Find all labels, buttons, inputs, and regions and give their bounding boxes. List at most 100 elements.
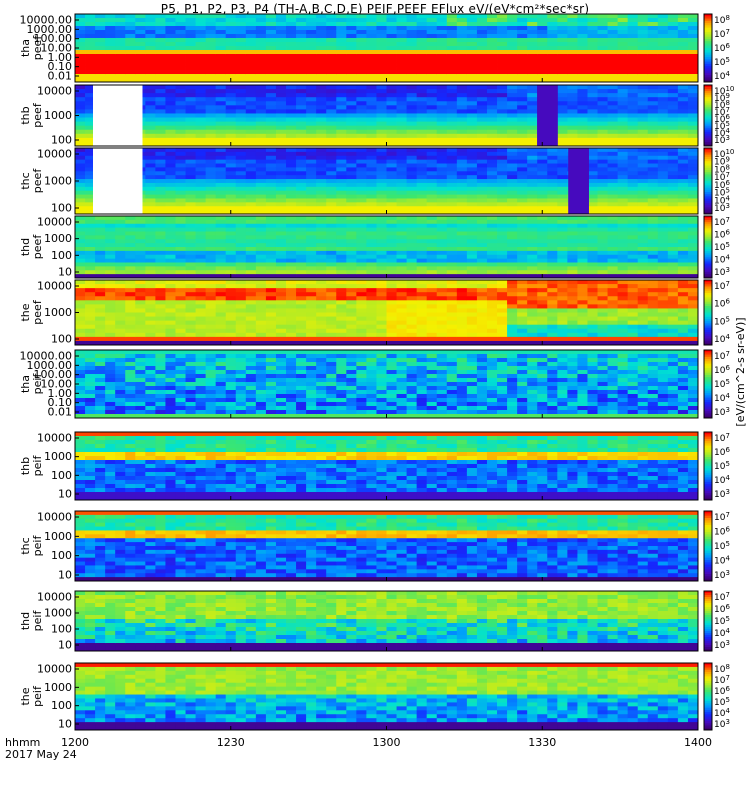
plot-title: P5, P1, P2, P3, P4 (TH-A,B,C,D,E) PEIF,P…: [160, 2, 590, 16]
time-tick-label: 1330: [528, 736, 556, 749]
colorbar-tick-label: 105: [714, 241, 730, 253]
colorbar-tick-label: 107: [714, 280, 730, 292]
y-tick-label: 10.00: [41, 378, 73, 391]
colorbar-tick-label: 105: [714, 378, 730, 390]
y-tick-label: 0.10: [48, 396, 73, 409]
y-axis-label-product: peef: [31, 299, 44, 325]
y-tick-label: 10000: [37, 216, 72, 229]
colorbar: 108 107 106 105 104: [703, 13, 730, 83]
time-axis-label-hhmm: hhmm: [5, 736, 40, 749]
y-axis-label-probe: thc: [19, 537, 32, 554]
data-gap: [93, 85, 143, 146]
y-tick-label: 100: [51, 202, 72, 215]
y-tick-label: 10000: [37, 511, 72, 524]
y-tick-label: 1000.00: [27, 359, 73, 372]
time-tick-label: 1400: [684, 736, 712, 749]
time-axis-label-date: 2017 May 24: [5, 748, 77, 761]
colorbar-tick-label: 106: [714, 42, 730, 54]
y-tick-label: 1000: [44, 175, 72, 188]
data-gap: [537, 85, 558, 146]
colorbar-frame: [703, 84, 713, 147]
y-tick-label: 1.00: [48, 387, 73, 400]
y-tick-label: 1000.00: [27, 23, 73, 36]
y-tick-label: 1.00: [48, 51, 73, 64]
colorbar-tick-label: 107: [714, 432, 730, 444]
y-tick-label: 100: [51, 699, 72, 712]
y-axis-label-probe: thb: [19, 106, 32, 124]
colorbar-tick-label: 103: [714, 639, 730, 651]
y-axis-label-product: peef: [31, 35, 44, 61]
y-axis-label-probe: thd: [19, 612, 32, 630]
y-axis-label-probe: tha: [19, 375, 32, 393]
y-tick-label: 1000: [44, 109, 72, 122]
panel-thb-peif: 10000 1000 100 10 thb peif 107 106 105 104 103: [19, 431, 730, 501]
y-tick-label: 100: [51, 249, 72, 262]
y-tick-label: 10000: [37, 432, 72, 445]
colorbar-tick-label: 103: [714, 202, 730, 214]
time-tick-label: 1300: [373, 736, 401, 749]
y-axis-label-product: peif: [31, 610, 44, 632]
colorbar-tick-label: 105: [714, 540, 730, 552]
colorbar-tick-label: 104: [714, 474, 730, 486]
y-axis-label-product: peef: [31, 102, 44, 128]
colorbar-frame: [703, 590, 713, 652]
colorbar-tick-label: 106: [714, 446, 730, 458]
y-tick-label: 1000: [44, 306, 72, 319]
y-tick-label: 100: [51, 134, 72, 147]
y-tick-label: 100.00: [34, 32, 73, 45]
y-tick-label: 10000: [37, 663, 72, 676]
colorbar-tick-label: 106: [714, 298, 730, 310]
y-tick-label: 100: [51, 623, 72, 636]
y-tick-label: 1000: [44, 607, 72, 620]
y-axis-label-probe: thd: [19, 238, 32, 256]
y-tick-label: 10000.00: [20, 350, 73, 363]
y-tick-label: 1000: [44, 450, 72, 463]
colorbar-unit-label: [eV/(cm^2-s sr-eV)]: [734, 317, 747, 426]
y-tick-label: 10000.00: [20, 14, 73, 27]
colorbar-tick-label: 103: [714, 134, 730, 146]
y-axis-label-product: peif: [31, 535, 44, 557]
y-axis-label-probe: thb: [19, 457, 32, 475]
colorbar-frame: [703, 13, 713, 83]
panel-thc-peif: 10000 1000 100 10 thc peif 107 106 105 104 103: [19, 510, 730, 582]
colorbar-frame: [703, 349, 713, 419]
y-tick-label: 100: [51, 333, 72, 346]
y-axis-label-product: peef: [31, 168, 44, 194]
y-axis-label-probe: the: [19, 303, 32, 321]
y-axis-label-product: peif: [31, 373, 44, 395]
colorbar-tick-label: 104: [714, 333, 730, 345]
y-tick-label: 10: [58, 718, 72, 731]
panel-thb-peef: 10000 1000 100 thb peef 101010910810710610510…: [19, 84, 734, 147]
colorbar-tick-label: 104: [714, 627, 730, 639]
colorbar-tick-label: 105: [714, 460, 730, 472]
y-tick-label: 100: [51, 549, 72, 562]
y-tick-label: 0.01: [48, 406, 73, 419]
colorbar-tick-label: 103: [714, 488, 730, 500]
y-tick-label: 10: [58, 266, 72, 279]
y-tick-label: 10.00: [41, 42, 73, 55]
y-tick-label: 10: [58, 639, 72, 652]
y-axis-label-product: peif: [31, 685, 44, 707]
colorbar-frame: [703, 279, 713, 346]
colorbar-tick-label: 107: [714, 511, 730, 523]
colorbar-frame: [703, 431, 713, 501]
time-tick-label: 1200: [61, 736, 89, 749]
colorbar-tick-label: 105: [714, 315, 730, 327]
time-tick-label: 1230: [217, 736, 245, 749]
y-tick-label: 10: [58, 488, 72, 501]
y-axis-label-product: peef: [31, 234, 44, 260]
colorbar-tick-label: 105: [714, 615, 730, 627]
y-tick-label: 10000: [37, 85, 72, 98]
y-tick-label: 1000: [44, 681, 72, 694]
colorbar-tick-label: 106: [714, 603, 730, 615]
